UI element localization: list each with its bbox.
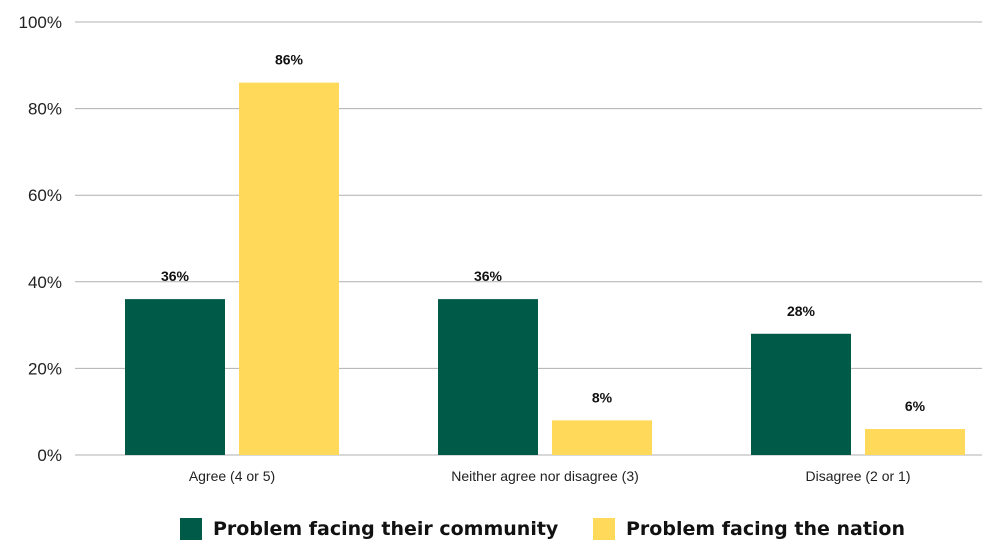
data-label-community-1: 36% bbox=[474, 268, 503, 284]
x-category-label-0: Agree (4 or 5) bbox=[189, 468, 275, 484]
data-labels: 36% 86% 36% 8% 28% 6% bbox=[161, 52, 926, 414]
legend: Problem facing their community Problem f… bbox=[0, 514, 1002, 550]
y-axis-ticks: 0% 20% 40% 60% 80% 100% bbox=[19, 13, 62, 465]
bar-nation-1 bbox=[552, 420, 652, 455]
legend-item-community: Problem facing their community bbox=[180, 514, 558, 544]
x-axis-categories: Agree (4 or 5) Neither agree nor disagree… bbox=[189, 468, 911, 484]
legend-label-nation: Problem facing the nation bbox=[626, 518, 905, 540]
data-label-nation-0: 86% bbox=[275, 52, 304, 68]
bar-nation-0 bbox=[239, 82, 339, 456]
x-category-label-1: Neither agree nor disagree (3) bbox=[451, 468, 639, 484]
data-label-nation-1: 8% bbox=[592, 389, 613, 405]
data-label-nation-2: 6% bbox=[905, 398, 926, 414]
legend-swatch-community bbox=[180, 518, 202, 540]
y-tick-label-100: 100% bbox=[19, 13, 62, 32]
data-label-community-0: 36% bbox=[161, 268, 190, 284]
legend-label-community: Problem facing their community bbox=[213, 518, 559, 540]
y-tick-label-20: 20% bbox=[28, 359, 62, 378]
bar-community-2 bbox=[751, 333, 851, 455]
bar-community-0 bbox=[125, 299, 225, 455]
legend-item-nation: Problem facing the nation bbox=[593, 514, 905, 544]
legend-swatch-nation bbox=[593, 518, 615, 540]
bars bbox=[125, 82, 965, 456]
y-tick-label-60: 60% bbox=[28, 186, 62, 205]
bar-community-1 bbox=[438, 299, 538, 455]
y-tick-label-80: 80% bbox=[28, 100, 62, 119]
y-tick-label-40: 40% bbox=[28, 273, 62, 292]
y-tick-label-0: 0% bbox=[37, 446, 62, 465]
x-category-label-2: Disagree (2 or 1) bbox=[805, 468, 910, 484]
bar-chart: 0% 20% 40% 60% 80% 100% 36% 86% 36% 8% 28% 6% Agre… bbox=[19, 13, 982, 484]
data-label-community-2: 28% bbox=[787, 303, 816, 319]
bar-nation-2 bbox=[865, 429, 965, 455]
